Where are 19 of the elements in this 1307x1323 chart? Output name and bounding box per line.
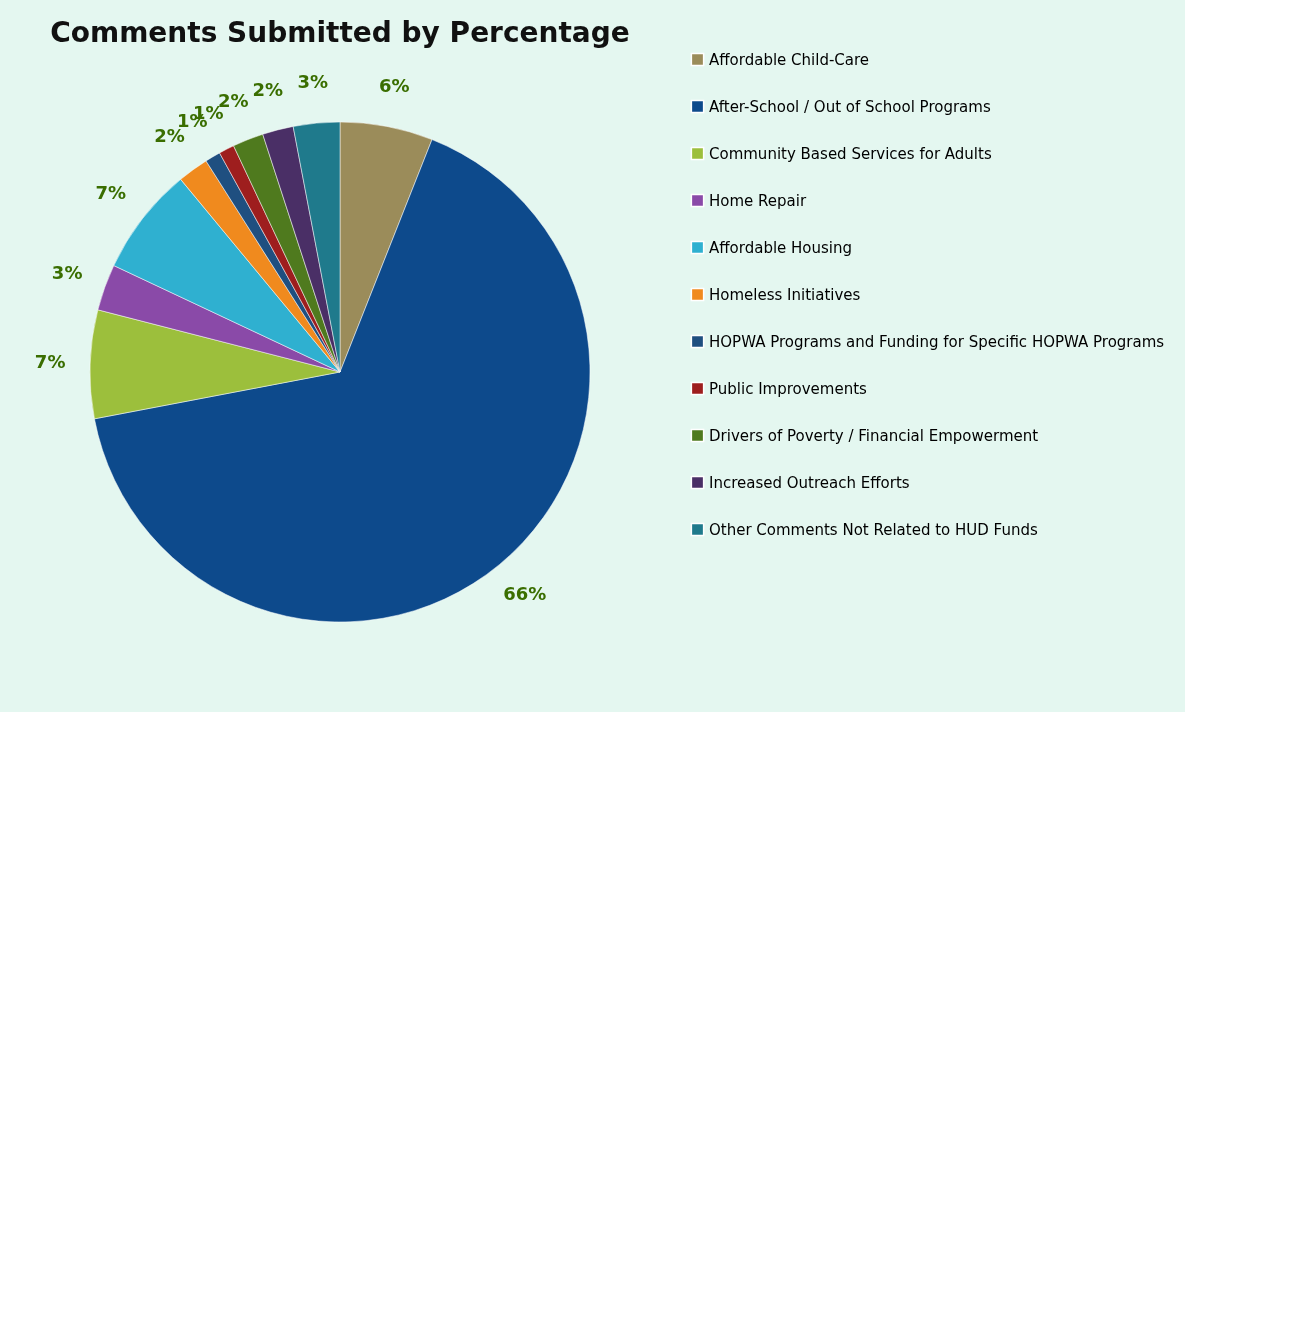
legend-label: Home Repair [709, 191, 807, 210]
data-label: 2% [252, 79, 284, 101]
legend-label: Public Improvements [709, 379, 868, 398]
legend-label: HOPWA Programs and Funding for Specific HOPWA Programs [709, 332, 1165, 351]
chart-title: Comments Submitted by Percentage [50, 16, 630, 49]
legend-label: Drivers of Poverty / Financial Empowerment [709, 426, 1039, 445]
data-label: 3% [297, 71, 328, 93]
legend-label: Affordable Child-Care [709, 50, 870, 69]
data-label: 66% [503, 583, 547, 605]
data-label: 3% [51, 261, 83, 283]
data-label: 6% [379, 75, 410, 97]
data-label: 7% [34, 350, 66, 372]
legend-label: Increased Outreach Efforts [709, 473, 910, 492]
legend-label: Affordable Housing [709, 238, 853, 257]
legend-label: Homeless Initiatives [709, 285, 861, 304]
legend-label: After-School / Out of School Programs [709, 97, 991, 116]
legend-label: Other Comments Not Related to HUD Funds [709, 520, 1038, 539]
legend-label: Community Based Services for Adults [709, 144, 992, 163]
data-label: 7% [95, 182, 127, 204]
